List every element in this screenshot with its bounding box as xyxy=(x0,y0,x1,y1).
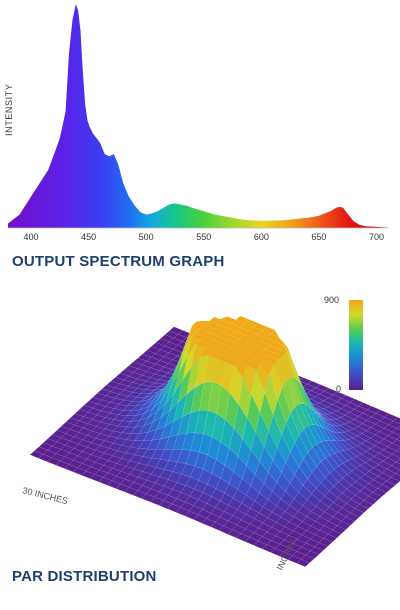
par-surface-cell xyxy=(363,496,378,505)
par-surface-cell xyxy=(392,439,400,447)
par-surface-cell xyxy=(296,559,310,567)
par-surface-cell xyxy=(305,550,319,559)
colorbar-min-label: 0 xyxy=(336,384,341,394)
spectrum-area xyxy=(8,4,388,228)
par-surface-cell xyxy=(392,417,400,425)
spectrum-tick-labels: 400 450 500 550 600 650 700 xyxy=(24,232,384,242)
par-surface-cell xyxy=(396,425,400,430)
spectrum-tick-label: 700 xyxy=(369,232,384,242)
spectrum-tick-label: 650 xyxy=(311,232,326,242)
par-surface-cell xyxy=(395,458,400,465)
spectrum-tick-label: 600 xyxy=(254,232,269,242)
spectrum-tick-label: 550 xyxy=(196,232,211,242)
colorbar xyxy=(349,300,363,390)
par-chart: 900 0 30 INCHES 30 INCHES xyxy=(22,295,400,570)
par-surface-cell xyxy=(332,525,346,535)
par-surface-cell xyxy=(350,508,364,518)
spectrum-title: OUTPUT SPECTRUM GRAPH xyxy=(12,253,225,270)
par-surface-cell xyxy=(395,469,400,476)
spectrum-tick-label: 400 xyxy=(24,232,39,242)
spectrum-tick-label: 500 xyxy=(139,232,154,242)
spectrum-tick-label: 450 xyxy=(81,232,96,242)
par-surface-cell xyxy=(396,447,400,453)
par-surface-cell xyxy=(387,431,400,440)
par-surface-layer xyxy=(29,315,400,567)
par-x-dimension-label: 30 INCHES xyxy=(22,485,70,506)
par-surface-cell xyxy=(387,442,400,451)
spectrum-chart: 400 450 500 550 600 650 700 xyxy=(8,4,388,242)
par-surface-cell xyxy=(309,546,324,555)
colorbar-max-label: 900 xyxy=(324,295,339,305)
par-title: PAR DISTRIBUTION xyxy=(12,568,157,585)
par-surface-cell xyxy=(318,538,333,547)
spectrum-area-layer xyxy=(8,4,388,228)
par-surface-cell xyxy=(391,461,400,470)
